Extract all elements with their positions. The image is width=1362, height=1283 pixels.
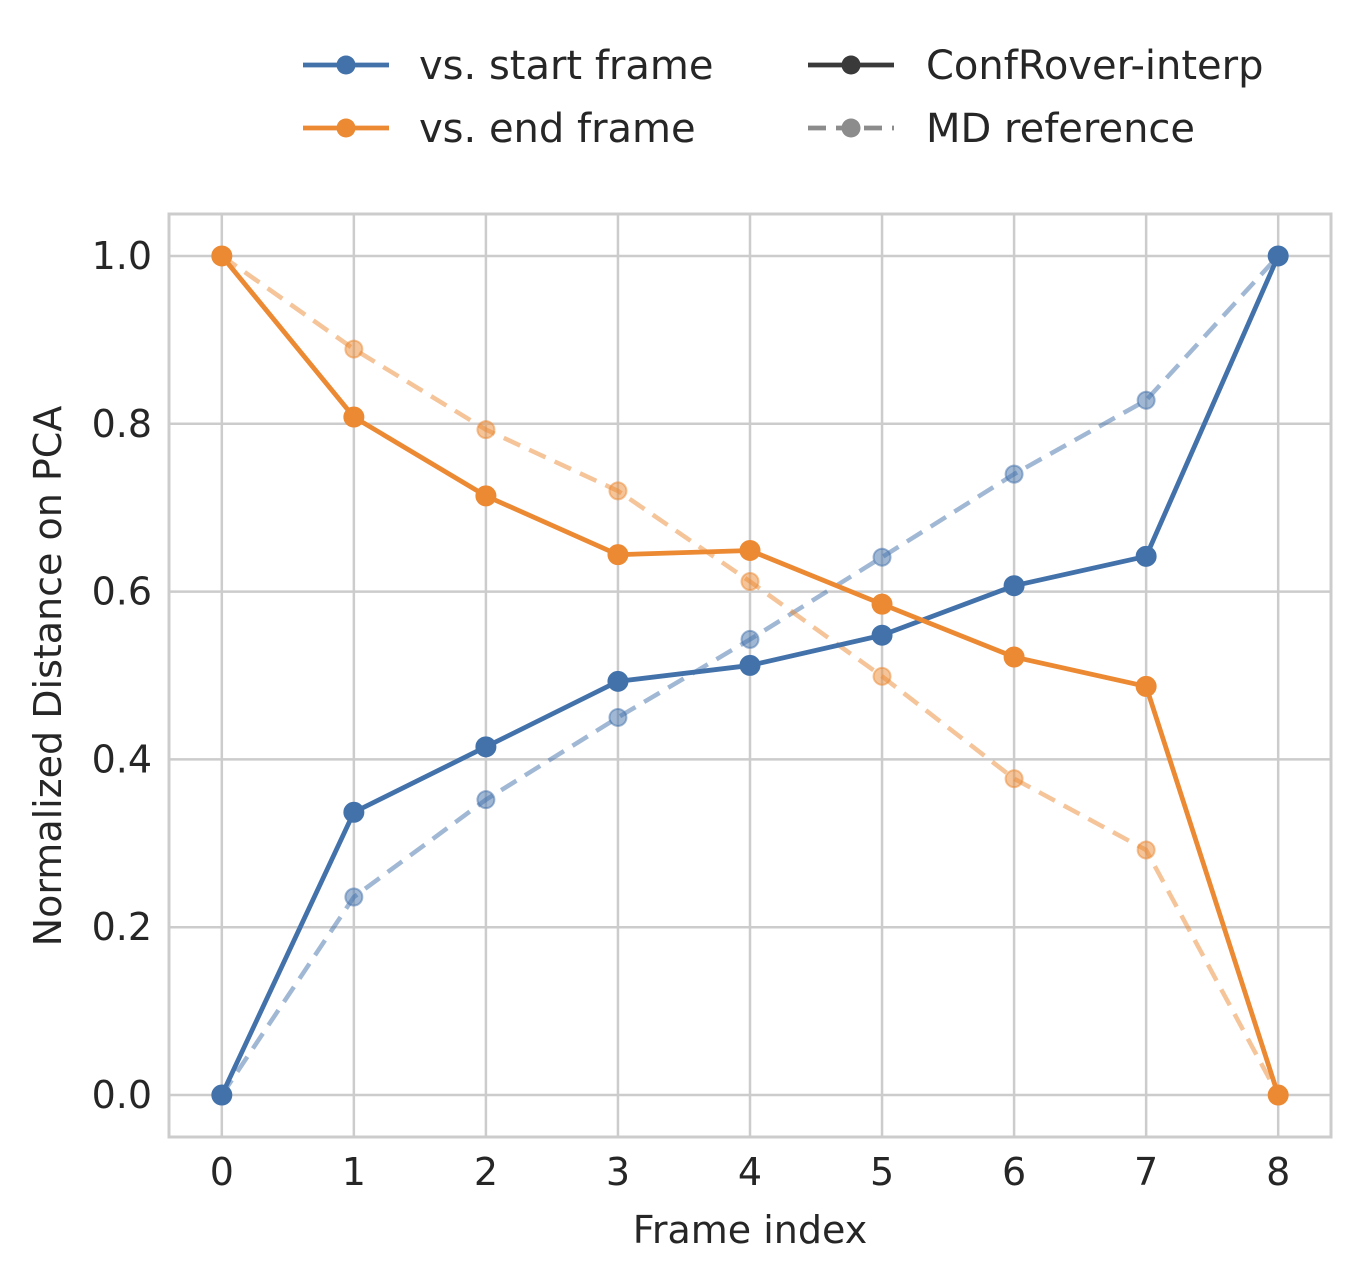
x-tick-label: 1 [342,1150,366,1194]
x-axis-ticks: 0 1 2 3 4 5 6 7 8 [210,1150,1291,1194]
data-point [740,572,760,592]
legend-label: vs. start frame [419,43,713,89]
legend-swatch-marker [336,55,356,75]
x-tick-label: 0 [210,1150,234,1194]
y-tick-label: 0.2 [92,905,152,949]
data-point [871,593,893,615]
legend-item: vs. end frame [303,106,696,152]
legend-swatch-marker [841,118,861,138]
data-point [475,485,497,507]
data-point [608,481,628,501]
legend-label: ConfRover-interp [926,43,1264,89]
data-point [872,666,892,686]
data-point [343,406,365,428]
data-point [739,539,761,561]
y-axis-ticks: 0.0 0.2 0.4 0.6 0.8 1.0 [92,234,152,1117]
y-tick-label: 0.4 [92,737,152,781]
data-point [211,245,233,267]
x-tick-label: 2 [474,1150,498,1194]
data-point [344,887,364,907]
data-point [1267,1084,1289,1106]
x-axis-label: Frame index [633,1208,867,1252]
y-axis-label: Normalized Distance on PCA [26,406,70,947]
x-tick-label: 4 [738,1150,762,1194]
series-layer [211,245,1289,1106]
data-point [476,790,496,810]
data-point [1003,575,1025,597]
data-point [1267,245,1289,267]
data-point [343,801,365,823]
legend-label: vs. end frame [419,106,696,152]
data-point [1136,840,1156,860]
data-point [1003,646,1025,668]
data-point [1004,464,1024,484]
x-tick-label: 8 [1266,1150,1290,1194]
data-point [607,670,629,692]
series-confrover-vs-start [211,245,1289,1106]
data-point [1136,390,1156,410]
data-point [740,629,760,649]
y-tick-label: 1.0 [92,234,152,278]
data-point [1135,675,1157,697]
legend: vs. start frame vs. end frame ConfRover-in… [303,43,1264,152]
x-tick-label: 5 [870,1150,894,1194]
legend-label: MD reference [926,106,1195,152]
x-tick-label: 6 [1002,1150,1026,1194]
x-tick-label: 7 [1134,1150,1158,1194]
data-point [211,1084,233,1106]
data-point [871,624,893,646]
plot-frame [167,212,1333,1139]
y-tick-label: 0.6 [92,570,152,614]
legend-swatch-marker [841,55,861,75]
data-point [607,544,629,566]
grid [169,214,1331,1137]
data-point [475,736,497,758]
y-tick-label: 0.8 [92,402,152,446]
x-tick-label: 3 [606,1150,630,1194]
data-point [344,339,364,359]
data-point [1004,769,1024,789]
y-tick-label: 0.0 [92,1073,152,1117]
legend-item: ConfRover-interp [808,43,1264,89]
legend-item: vs. start frame [303,43,713,89]
data-point [476,420,496,440]
legend-swatch-marker [336,118,356,138]
data-point [739,654,761,676]
series-confrover-vs-end [211,245,1289,1106]
data-point [872,547,892,567]
legend-item: MD reference [808,106,1195,152]
data-point [1135,545,1157,567]
data-point [608,707,628,727]
